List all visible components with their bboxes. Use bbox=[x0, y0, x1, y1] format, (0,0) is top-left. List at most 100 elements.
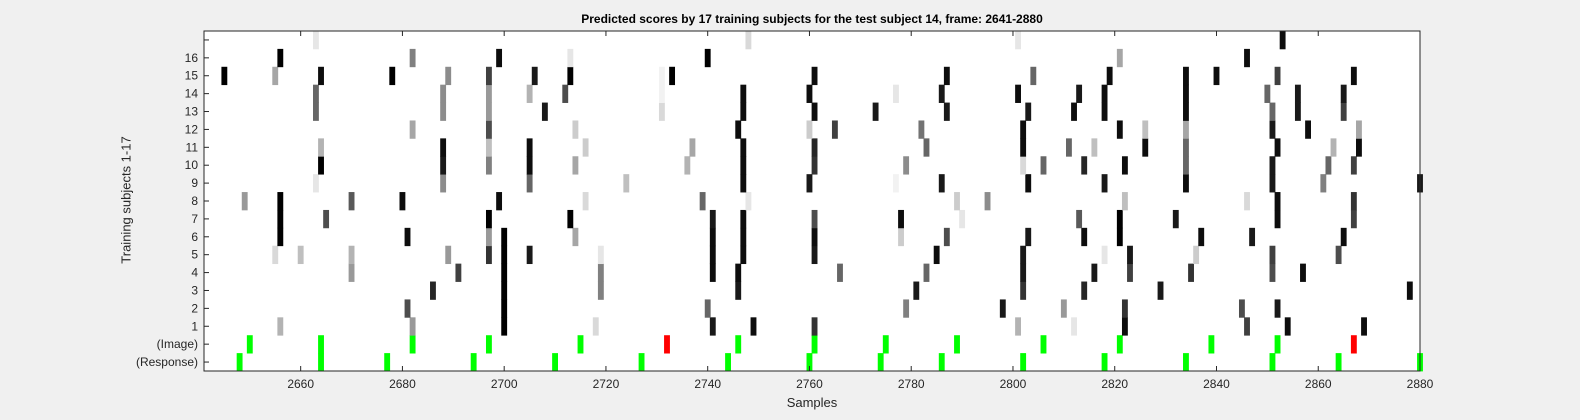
score-cell bbox=[526, 174, 533, 193]
score-cell bbox=[592, 317, 599, 336]
score-cell bbox=[440, 138, 447, 157]
score-cell bbox=[1116, 120, 1123, 139]
score-cell bbox=[1081, 156, 1088, 175]
score-cell bbox=[1244, 192, 1250, 211]
score-cell bbox=[1015, 31, 1021, 50]
score-cell bbox=[1193, 245, 1200, 265]
score-cell bbox=[277, 317, 284, 336]
score-cell bbox=[1325, 156, 1332, 175]
score-cell bbox=[1025, 102, 1032, 121]
score-cell bbox=[1356, 138, 1362, 157]
score-cell bbox=[811, 138, 818, 157]
score-cell bbox=[1269, 120, 1276, 139]
score-cell bbox=[933, 245, 940, 265]
score-cell bbox=[658, 66, 665, 86]
score-cell bbox=[806, 84, 813, 103]
score-cell bbox=[272, 245, 279, 265]
y-tick-label: 10 bbox=[185, 158, 199, 172]
score-cell bbox=[1091, 138, 1098, 157]
score-cell bbox=[709, 209, 716, 229]
score-cell bbox=[1101, 84, 1108, 103]
y-tick-label: 15 bbox=[185, 69, 199, 83]
score-cell bbox=[440, 174, 447, 193]
score-cell bbox=[669, 66, 676, 86]
score-cell bbox=[1183, 102, 1189, 121]
y-axis-label: Training subjects 1-17 bbox=[118, 136, 134, 264]
score-cell bbox=[409, 120, 416, 139]
score-cell bbox=[567, 48, 574, 68]
score-cell bbox=[954, 192, 960, 211]
score-cell bbox=[1198, 227, 1205, 247]
score-cell bbox=[923, 138, 930, 157]
score-cell bbox=[1183, 138, 1189, 157]
score-cell bbox=[440, 156, 447, 175]
score-cell bbox=[709, 317, 716, 336]
score-cell bbox=[1076, 84, 1083, 103]
score-cell bbox=[1244, 317, 1250, 336]
score-cell bbox=[1116, 48, 1123, 68]
score-cell bbox=[1183, 66, 1189, 86]
y-tick-label: 2 bbox=[191, 301, 198, 315]
score-cell bbox=[399, 192, 406, 211]
score-cell bbox=[1121, 317, 1128, 336]
score-cell bbox=[1015, 317, 1021, 336]
score-cell bbox=[1060, 299, 1067, 318]
score-cell bbox=[277, 227, 284, 247]
y-tick-label: 1 bbox=[191, 319, 198, 333]
score-cell bbox=[1020, 138, 1027, 157]
score-cell bbox=[1350, 156, 1357, 175]
score-cell bbox=[658, 84, 665, 103]
response-marker bbox=[938, 353, 945, 372]
score-cell bbox=[501, 299, 508, 318]
response-marker bbox=[318, 353, 324, 372]
score-cell bbox=[811, 245, 818, 265]
score-cell bbox=[485, 209, 492, 229]
score-cell bbox=[1121, 299, 1128, 318]
score-cell bbox=[1025, 174, 1032, 193]
score-cell bbox=[1101, 174, 1108, 193]
score-cell bbox=[440, 84, 447, 103]
score-cell bbox=[1040, 156, 1047, 175]
score-cell bbox=[811, 66, 818, 86]
score-cell bbox=[1091, 263, 1098, 282]
score-cell bbox=[740, 174, 747, 193]
score-cell bbox=[735, 120, 742, 139]
score-cell bbox=[1361, 317, 1367, 336]
score-cell bbox=[893, 84, 899, 103]
score-cell bbox=[1183, 84, 1189, 103]
score-cell bbox=[404, 299, 411, 318]
score-cell bbox=[1025, 227, 1032, 247]
score-cell bbox=[938, 174, 945, 193]
score-cell bbox=[485, 84, 492, 103]
score-cell bbox=[597, 245, 604, 265]
response-marker bbox=[1269, 353, 1276, 372]
score-cell bbox=[740, 138, 747, 157]
score-cell bbox=[984, 192, 991, 211]
score-cell bbox=[740, 102, 747, 121]
image-marker bbox=[577, 335, 584, 354]
score-cell bbox=[409, 317, 416, 336]
response-marker bbox=[1183, 353, 1189, 372]
score-cell bbox=[318, 156, 324, 175]
score-cell bbox=[750, 317, 757, 336]
score-cell bbox=[526, 84, 533, 103]
score-cell bbox=[277, 192, 284, 211]
score-cell bbox=[1127, 263, 1133, 282]
score-cell bbox=[943, 102, 950, 121]
score-cell bbox=[1269, 245, 1276, 265]
score-cell bbox=[1249, 227, 1256, 247]
y-tick-label: 6 bbox=[191, 230, 198, 244]
score-cell bbox=[241, 192, 248, 211]
chart-title: Predicted scores by 17 training subjects… bbox=[581, 12, 1043, 26]
score-cell bbox=[1305, 120, 1311, 139]
score-cell bbox=[485, 245, 492, 265]
response-marker bbox=[806, 353, 813, 372]
score-cell bbox=[1116, 209, 1123, 229]
score-cell bbox=[1127, 245, 1133, 265]
score-cell bbox=[572, 156, 579, 175]
score-cell bbox=[913, 281, 920, 300]
score-cell bbox=[526, 245, 533, 265]
score-cell bbox=[709, 263, 716, 282]
score-cell bbox=[485, 102, 492, 121]
